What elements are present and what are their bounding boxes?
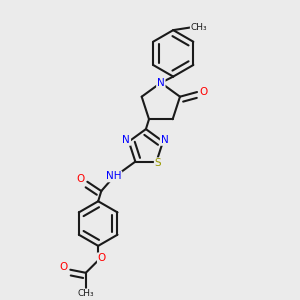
Text: CH₃: CH₃ bbox=[77, 290, 94, 298]
Text: N: N bbox=[122, 135, 130, 145]
Text: NH: NH bbox=[106, 172, 122, 182]
Text: O: O bbox=[200, 87, 208, 97]
Text: O: O bbox=[59, 262, 68, 272]
Text: O: O bbox=[76, 174, 85, 184]
Text: CH₃: CH₃ bbox=[190, 22, 207, 32]
Text: N: N bbox=[157, 78, 165, 88]
Text: S: S bbox=[155, 158, 161, 168]
Text: O: O bbox=[98, 253, 106, 263]
Text: N: N bbox=[161, 135, 168, 145]
